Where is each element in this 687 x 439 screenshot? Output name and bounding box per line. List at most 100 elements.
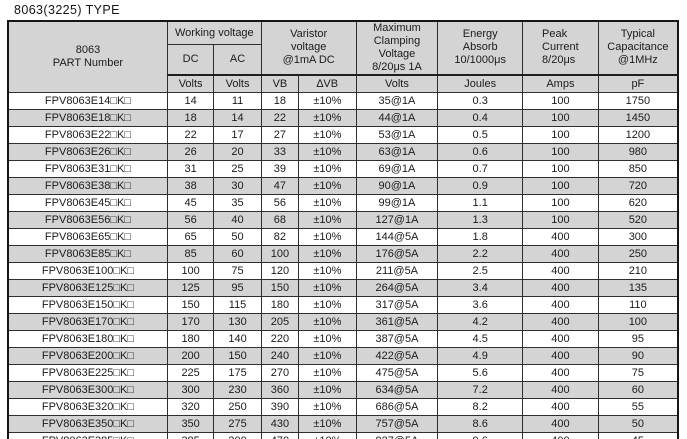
- cell-clamping-volts: 634@5A: [355, 381, 439, 400]
- cell-delta-vb: ±10%: [298, 92, 357, 111]
- cell-part-number: FPV8063E300□K□: [7, 381, 168, 400]
- cell-delta-vb: ±10%: [298, 415, 357, 434]
- cell-peak-amps: 400: [522, 415, 599, 434]
- cell-vb: 39: [260, 160, 300, 179]
- table-row: FPV8063E26□K□ 26 20 33 ±10% 63@1A 0.6 100 980: [7, 143, 679, 162]
- cell-vb: 100: [260, 245, 300, 264]
- cell-delta-vb: ±10%: [298, 432, 357, 439]
- cell-delta-vb: ±10%: [298, 381, 357, 400]
- header-max-clamping-voltage: Maximum Clamping Voltage 8/20μs 1A: [355, 20, 439, 76]
- cell-vb: 27: [260, 126, 300, 145]
- unit-delta-vb: ∆VB: [298, 73, 357, 94]
- cell-dc-volts: 350: [166, 415, 215, 434]
- table-row: FPV8063E14□K□ 14 11 18 ±10% 35@1A 0.3 100 1750: [7, 92, 679, 111]
- header-dc: DC: [166, 44, 215, 76]
- cell-capacitance-pf: 720: [597, 177, 679, 196]
- cell-peak-amps: 100: [522, 109, 599, 128]
- cell-vb: 360: [260, 381, 300, 400]
- cell-delta-vb: ±10%: [298, 160, 357, 179]
- cell-capacitance-pf: 90: [597, 347, 679, 366]
- header-part-number: 8063 PART Number: [7, 20, 168, 94]
- cell-energy-joules: 3.6: [437, 296, 524, 315]
- cell-delta-vb: ±10%: [298, 177, 357, 196]
- cell-ac-volts: 75: [213, 262, 262, 281]
- cell-vb: 430: [260, 415, 300, 434]
- spec-table: 8063 PART Number Working voltage Varisto…: [7, 20, 679, 439]
- cell-clamping-volts: 387@5A: [355, 330, 439, 349]
- cell-clamping-volts: 63@1A: [355, 143, 439, 162]
- cell-ac-volts: 115: [213, 296, 262, 315]
- cell-ac-volts: 250: [213, 398, 262, 417]
- spec-table-header: 8063 PART Number Working voltage Varisto…: [7, 20, 679, 94]
- cell-peak-amps: 100: [522, 211, 599, 230]
- cell-delta-vb: ±10%: [298, 296, 357, 315]
- cell-vb: 180: [260, 296, 300, 315]
- table-row: FPV8063E85□K□ 85 60 100 ±10% 176@5A 2.2 400 250: [7, 245, 679, 264]
- cell-vb: 205: [260, 313, 300, 332]
- cell-delta-vb: ±10%: [298, 194, 357, 213]
- cell-peak-amps: 100: [522, 160, 599, 179]
- cell-ac-volts: 175: [213, 364, 262, 383]
- cell-clamping-volts: 211@5A: [355, 262, 439, 281]
- cell-ac-volts: 50: [213, 228, 262, 247]
- cell-ac-volts: 300: [213, 432, 262, 439]
- cell-capacitance-pf: 850: [597, 160, 679, 179]
- header-peak-current-label: Peak Current 8/20μs: [542, 28, 579, 67]
- unit-peak-amps: Amps: [522, 73, 599, 94]
- cell-ac-volts: 60: [213, 245, 262, 264]
- cell-delta-vb: ±10%: [298, 313, 357, 332]
- cell-capacitance-pf: 60: [597, 381, 679, 400]
- cell-dc-volts: 26: [166, 143, 215, 162]
- cell-clamping-volts: 422@5A: [355, 347, 439, 366]
- cell-dc-volts: 125: [166, 279, 215, 298]
- cell-ac-volts: 130: [213, 313, 262, 332]
- cell-energy-joules: 7.2: [437, 381, 524, 400]
- cell-part-number: FPV8063E38□K□: [7, 177, 168, 196]
- header-peak-current: Peak Current 8/20μs: [522, 20, 599, 76]
- cell-peak-amps: 100: [522, 177, 599, 196]
- cell-clamping-volts: 827@5A: [355, 432, 439, 439]
- cell-delta-vb: ±10%: [298, 347, 357, 366]
- cell-vb: 390: [260, 398, 300, 417]
- table-row: FPV8063E320□K□ 320 250 390 ±10% 686@5A 8.2 400 5…: [7, 398, 679, 417]
- unit-energy-joules: Joules: [437, 73, 524, 94]
- cell-energy-joules: 0.3: [437, 92, 524, 111]
- cell-part-number: FPV8063E65□K□: [7, 228, 168, 247]
- cell-dc-volts: 180: [166, 330, 215, 349]
- cell-part-number: FPV8063E200□K□: [7, 347, 168, 366]
- cell-capacitance-pf: 300: [597, 228, 679, 247]
- cell-ac-volts: 17: [213, 126, 262, 145]
- cell-delta-vb: ±10%: [298, 109, 357, 128]
- cell-capacitance-pf: 100: [597, 313, 679, 332]
- cell-clamping-volts: 69@1A: [355, 160, 439, 179]
- cell-part-number: FPV8063E225□K□: [7, 364, 168, 383]
- cell-dc-volts: 385: [166, 432, 215, 439]
- cell-part-number: FPV8063E350□K□: [7, 415, 168, 434]
- cell-energy-joules: 1.8: [437, 228, 524, 247]
- cell-vb: 68: [260, 211, 300, 230]
- cell-capacitance-pf: 50: [597, 415, 679, 434]
- cell-vb: 56: [260, 194, 300, 213]
- cell-energy-joules: 9.6: [437, 432, 524, 439]
- cell-energy-joules: 0.5: [437, 126, 524, 145]
- cell-clamping-volts: 264@5A: [355, 279, 439, 298]
- cell-delta-vb: ±10%: [298, 228, 357, 247]
- cell-vb: 47: [260, 177, 300, 196]
- cell-capacitance-pf: 1450: [597, 109, 679, 128]
- cell-dc-volts: 14: [166, 92, 215, 111]
- cell-energy-joules: 0.4: [437, 109, 524, 128]
- cell-part-number: FPV8063E85□K□: [7, 245, 168, 264]
- cell-clamping-volts: 90@1A: [355, 177, 439, 196]
- cell-delta-vb: ±10%: [298, 211, 357, 230]
- cell-capacitance-pf: 620: [597, 194, 679, 213]
- unit-clamping-volts: Volts: [355, 73, 439, 94]
- table-row: FPV8063E200□K□ 200 150 240 ±10% 422@5A 4.9 400 9…: [7, 347, 679, 366]
- cell-ac-volts: 30: [213, 177, 262, 196]
- cell-vb: 18: [260, 92, 300, 111]
- cell-dc-volts: 38: [166, 177, 215, 196]
- cell-vb: 470: [260, 432, 300, 439]
- cell-peak-amps: 400: [522, 262, 599, 281]
- cell-delta-vb: ±10%: [298, 330, 357, 349]
- cell-clamping-volts: 686@5A: [355, 398, 439, 417]
- cell-peak-amps: 100: [522, 92, 599, 111]
